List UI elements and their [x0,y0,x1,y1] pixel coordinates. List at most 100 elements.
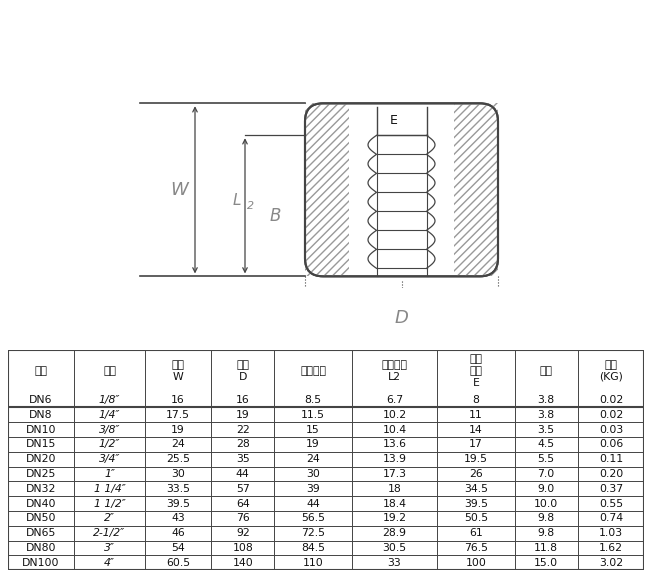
Text: 24: 24 [171,439,185,449]
Text: DN25: DN25 [26,469,56,479]
Text: DN8: DN8 [29,410,53,420]
Text: 18.4: 18.4 [383,499,406,509]
Text: 7.0: 7.0 [537,469,555,479]
Text: 26: 26 [469,469,482,479]
Text: 19.2: 19.2 [383,513,406,523]
Text: 3.8: 3.8 [537,410,555,420]
Text: 64: 64 [236,499,250,509]
Text: 14: 14 [469,425,482,434]
Text: DN100: DN100 [22,558,60,568]
Text: 8: 8 [473,395,479,405]
Text: 6.7: 6.7 [386,395,403,405]
Text: 30: 30 [306,469,320,479]
Text: 140: 140 [232,558,253,568]
Text: 44: 44 [306,499,320,509]
Text: 30: 30 [171,469,185,479]
Text: 110: 110 [303,558,323,568]
Text: 17.5: 17.5 [166,410,190,420]
Text: 34.5: 34.5 [464,484,488,494]
Text: 10.0: 10.0 [534,499,558,509]
Text: 1.62: 1.62 [599,543,623,553]
Text: 3.5: 3.5 [537,425,555,434]
Text: 17.3: 17.3 [383,469,406,479]
Text: 19: 19 [306,439,320,449]
Text: 92: 92 [236,528,250,538]
Text: 76.5: 76.5 [464,543,488,553]
Text: 44: 44 [236,469,250,479]
Text: 0.20: 0.20 [599,469,623,479]
Text: 9.8: 9.8 [537,528,555,538]
Text: 61: 61 [469,528,482,538]
Text: 0.06: 0.06 [599,439,623,449]
Text: 通孔
内径
E: 通孔 内径 E [469,355,482,388]
Text: 0.55: 0.55 [599,499,623,509]
Text: 46: 46 [171,528,185,538]
Text: 3.02: 3.02 [599,558,623,568]
Text: 11: 11 [469,410,482,420]
Text: 11.5: 11.5 [301,410,325,420]
Text: 15.0: 15.0 [534,558,558,568]
Text: 35: 35 [236,454,250,464]
Text: 100: 100 [466,558,486,568]
Text: 16: 16 [171,395,185,405]
Text: 13.9: 13.9 [383,454,406,464]
Text: 56.5: 56.5 [301,513,325,523]
Text: 2-1/2″: 2-1/2″ [93,528,126,538]
Text: 0.11: 0.11 [599,454,623,464]
Text: 2″: 2″ [104,513,115,523]
Text: 2: 2 [247,201,254,211]
Text: 0.37: 0.37 [599,484,623,494]
Text: 9.0: 9.0 [537,484,555,494]
Text: 0.02: 0.02 [599,395,623,405]
Text: 4.5: 4.5 [537,439,555,449]
Text: 1 1/2″: 1 1/2″ [94,499,125,509]
Text: 重量
(KG): 重量 (KG) [599,360,623,382]
Text: 28: 28 [236,439,250,449]
Text: 57: 57 [236,484,250,494]
Text: 13.6: 13.6 [383,439,406,449]
Text: 10.2: 10.2 [382,410,406,420]
Text: 17: 17 [469,439,482,449]
FancyBboxPatch shape [305,103,498,276]
Text: 8.5: 8.5 [304,395,321,405]
Text: 3″: 3″ [104,543,115,553]
Text: 0.74: 0.74 [599,513,623,523]
Text: 84.5: 84.5 [301,543,325,553]
Text: 72.5: 72.5 [301,528,325,538]
Text: 39.5: 39.5 [464,499,488,509]
Text: 16: 16 [236,395,250,405]
Text: 19.5: 19.5 [464,454,488,464]
Text: 1.03: 1.03 [599,528,623,538]
Text: 1″: 1″ [104,469,115,479]
Text: DN15: DN15 [26,439,56,449]
Text: DN65: DN65 [26,528,56,538]
Text: 11.8: 11.8 [534,543,558,553]
Text: 1/8″: 1/8″ [99,395,121,405]
Text: DN40: DN40 [26,499,56,509]
Text: 39.5: 39.5 [166,499,190,509]
Bar [305,103,349,276]
Text: DN20: DN20 [26,454,56,464]
Text: 43: 43 [171,513,185,523]
Text: 1/2″: 1/2″ [99,439,121,449]
Text: D: D [394,309,408,327]
Text: 3/8″: 3/8″ [99,425,121,434]
Text: L: L [233,193,241,209]
Text: 5.5: 5.5 [537,454,555,464]
Text: 33: 33 [387,558,402,568]
Text: E: E [389,114,398,127]
Text: 9.8: 9.8 [537,513,555,523]
Text: 19: 19 [171,425,185,434]
Text: 总长
W: 总长 W [171,360,185,382]
Text: 规格: 规格 [103,366,116,376]
Text: 28.9: 28.9 [383,528,406,538]
Text: 3/4″: 3/4″ [99,454,121,464]
Text: 螺纹长度
L2: 螺纹长度 L2 [381,360,408,382]
Text: DN80: DN80 [26,543,56,553]
Text: DN50: DN50 [26,513,56,523]
Text: 4″: 4″ [104,558,115,568]
Text: 18: 18 [387,484,402,494]
Text: 3.8: 3.8 [537,395,555,405]
Text: 1 1/4″: 1 1/4″ [94,484,125,494]
Text: 外径
D: 外径 D [236,360,249,382]
